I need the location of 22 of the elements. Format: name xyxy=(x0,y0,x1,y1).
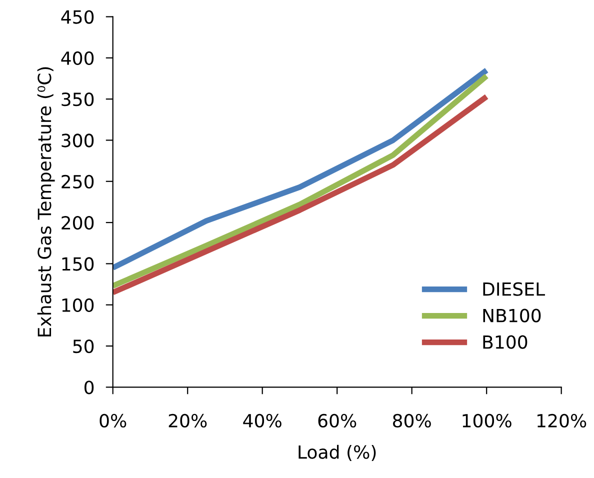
y-tick-label: 150 xyxy=(62,257,94,271)
x-tick-label: 20% xyxy=(168,414,207,428)
x-tick-label: 80% xyxy=(393,414,431,428)
x-tick-label: 0% xyxy=(100,414,126,428)
y-tick-label: 250 xyxy=(62,174,94,188)
y-tick-label: 300 xyxy=(62,134,94,148)
y-tick-label: 200 xyxy=(62,216,94,230)
y-axis-title: Exhaust Gas Temperature (⁰C) xyxy=(37,67,55,336)
legend-label: B100 xyxy=(483,335,528,349)
x-tick-label: 60% xyxy=(318,414,356,428)
y-tick-label: 400 xyxy=(61,51,94,66)
y-tick-label: 50 xyxy=(73,339,94,354)
y-tick-label: 0 xyxy=(84,380,94,394)
x-tick-label: 40% xyxy=(243,414,282,428)
y-tick-label: 100 xyxy=(62,298,94,312)
y-tick-label: 450 xyxy=(61,10,94,24)
x-axis-title: Load (%) xyxy=(298,444,376,462)
y-tick-label: 350 xyxy=(62,92,94,106)
x-tick-label: 120% xyxy=(538,414,586,428)
legend-label: NB100 xyxy=(483,308,541,322)
x-tick-label: 100% xyxy=(462,414,512,428)
legend-label: DIESEL xyxy=(483,282,545,296)
